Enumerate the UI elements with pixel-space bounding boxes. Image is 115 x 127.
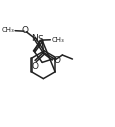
Text: O: O bbox=[31, 62, 38, 71]
Text: O: O bbox=[53, 56, 60, 65]
Text: S: S bbox=[37, 35, 43, 44]
Text: CH₃: CH₃ bbox=[51, 37, 63, 43]
Text: N: N bbox=[31, 34, 38, 43]
Text: O: O bbox=[22, 26, 28, 35]
Text: CH₃: CH₃ bbox=[2, 27, 14, 33]
